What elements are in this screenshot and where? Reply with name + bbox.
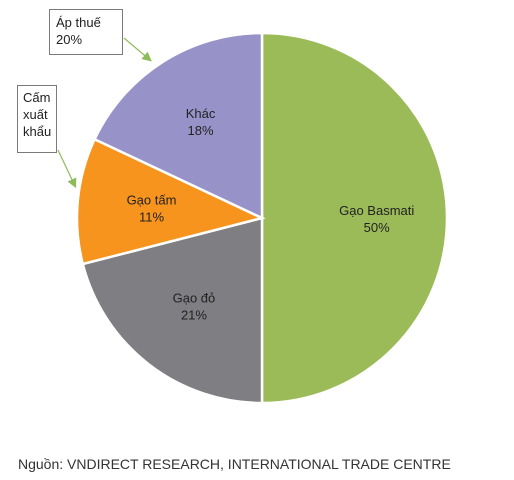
callout-text: xuất <box>23 107 48 122</box>
slice-category-label: Gạo tấm <box>127 193 177 208</box>
callout-text: 20% <box>56 32 83 47</box>
pie-slice-1 <box>260 31 449 405</box>
pie-slice-4 <box>92 31 264 220</box>
slice-value-label: 11% <box>139 210 164 225</box>
callout-text: Cấm <box>23 90 51 105</box>
slice-value-label: 21% <box>181 308 207 323</box>
callout-arrow-ap-thue <box>123 37 152 62</box>
callout-arrow-cam-xuat-khau <box>57 149 77 189</box>
slice-category-label: Gạo đỏ <box>173 291 216 306</box>
slice-value-label: 50% <box>364 220 390 235</box>
source-note: Nguồn: VNDIRECT RESEARCH, INTERNATIONAL … <box>18 456 451 472</box>
pie-chart: Gạo Basmati 50% Gạo đỏ 21% Gạo tấm 11% Khác 18% <box>57 31 449 405</box>
pie-slice-2 <box>81 216 264 405</box>
slice-category-label: Khác <box>186 106 216 121</box>
callout-text: khẩu <box>23 124 52 139</box>
slice-value-label: 18% <box>188 123 214 138</box>
callout-ap-thue: Áp thuế 20% <box>49 9 123 55</box>
slice-category-label: Gạo Basmati <box>339 203 414 218</box>
callout-text: Áp thuế <box>56 15 101 30</box>
pie-slice-3 <box>75 137 266 266</box>
callout-cam-xuat-khau: Cấm xuất khẩu <box>17 85 57 153</box>
